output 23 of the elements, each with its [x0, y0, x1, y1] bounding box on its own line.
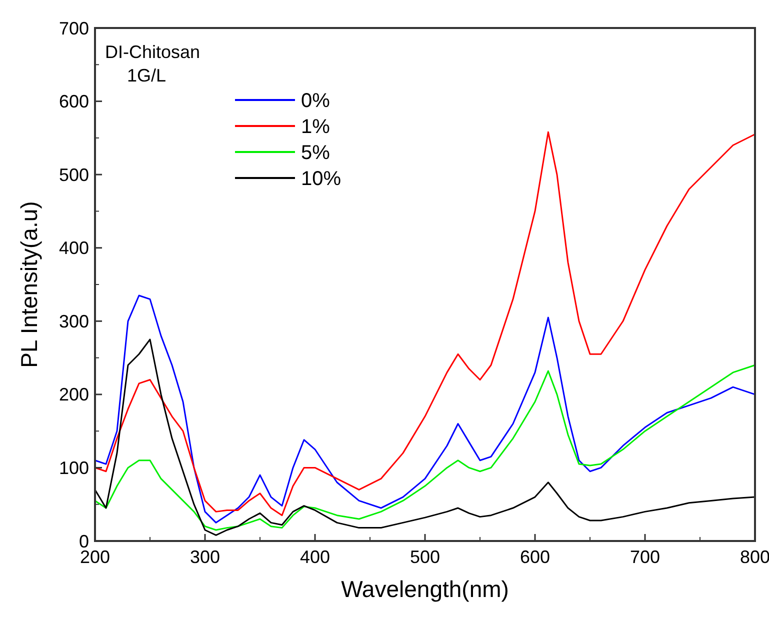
- x-tick-label: 700: [630, 547, 660, 567]
- y-tick-label: 200: [58, 384, 89, 405]
- legend-label: 5%: [301, 142, 330, 164]
- y-axis-title: PL Intensity(a.u): [16, 201, 42, 368]
- y-tick-label: 400: [58, 238, 89, 258]
- line-series: [94, 338, 756, 536]
- x-axis-title: Wavelength(nm): [341, 576, 509, 602]
- y-tick-label: 100: [58, 458, 89, 478]
- legend-label: 10%: [301, 168, 342, 190]
- y-tick-label: 500: [58, 164, 89, 185]
- x-tick-label: 800: [740, 547, 769, 567]
- legend-label: 1%: [301, 116, 330, 138]
- line-series: [94, 294, 756, 524]
- line-series: [94, 364, 756, 531]
- legend-title: DI-Chitosan 1G/L: [105, 42, 200, 86]
- legend-label: 0%: [301, 90, 330, 112]
- y-tick-label: 700: [58, 18, 89, 38]
- y-tick-label: 600: [58, 92, 89, 112]
- x-tick-label: 400: [300, 547, 330, 567]
- x-tick-label: 600: [520, 547, 550, 567]
- y-tick-label: 300: [58, 311, 89, 332]
- x-tick-label: 300: [190, 547, 220, 567]
- x-tick-label: 500: [410, 547, 440, 567]
